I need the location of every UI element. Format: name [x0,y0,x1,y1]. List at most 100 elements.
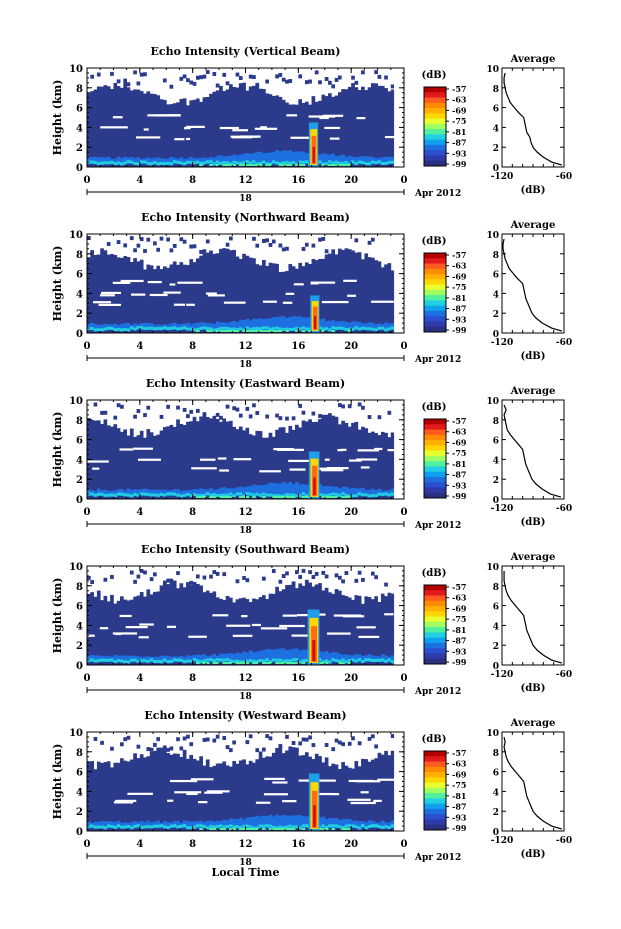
colorbar-unit: (dB) [422,734,447,745]
echo-cell [258,431,263,499]
bl-cyan [361,160,365,164]
echo-gap [119,448,134,451]
echo-cell [354,595,359,665]
echo-cell [374,758,378,831]
bl-green [199,164,203,167]
bl-cyan [387,493,392,497]
echo-patch [143,249,147,253]
colorbar-tick-label: -75 [452,282,466,292]
bl-cyan [275,826,279,830]
bl-cyan [162,825,167,829]
echo-cell [288,264,293,333]
echo-patch [361,405,365,410]
echo-cell [374,596,378,665]
bl-cyan [156,659,161,663]
echo-patch [301,568,306,573]
bl-blue [139,820,144,829]
bl-cyan [143,492,147,496]
bl-blue [120,157,124,165]
bl-blue [354,321,359,331]
echo-cell [96,590,101,665]
bl-cyan [169,162,174,166]
xtick-label: 12 [239,175,253,186]
echo-patch [361,577,365,582]
echo-patch [255,243,260,248]
echo-patch [232,406,236,411]
echo-cell [169,581,174,665]
echo-patch [314,571,319,576]
bl-cyan [166,492,170,496]
echo-patch [146,237,151,242]
bl-blue [228,818,233,829]
echo-cell [321,590,326,665]
bl-blue [238,653,243,663]
bl-cyan [205,658,210,662]
bl-cyan [255,492,260,496]
bl-green [232,330,236,333]
echo-cell [209,767,213,831]
echo-cell [222,248,227,333]
echo-cell [116,428,121,499]
bl-blue [301,816,306,829]
echo-cell [235,599,240,665]
bl-cyan [341,826,345,830]
echo-cell [328,253,332,333]
echo-patch [377,74,382,79]
colorbar-swatch [424,756,446,763]
panel-title: Echo Intensity (Southward Beam) [141,543,350,556]
echo-gap [119,614,132,618]
echo-cell [103,762,108,831]
echo-cell [285,432,289,499]
bl-blue [268,152,273,165]
echo-cell [219,248,223,333]
y-axis-label: Height (km) [51,246,64,322]
echo-patch [179,237,184,242]
colorbar-swatch [424,487,446,494]
bl-cyan [166,161,170,165]
bl-cyan [258,327,263,331]
bl-blue [291,315,296,331]
colorbar-frame [423,86,447,167]
bl-blue [374,324,378,331]
bl-blue [103,821,108,829]
bl-green [262,496,266,499]
echo-gap [143,128,149,131]
bl-blue [87,820,91,829]
bl-blue [219,653,223,663]
bl-cyan [219,161,223,165]
bl-cyan [331,326,336,330]
echo-patch [324,249,329,254]
echo-patch [87,575,91,580]
echo-patch [176,571,180,576]
bl-cyan [275,326,279,330]
echo-cell [106,601,111,665]
bl-blue [172,489,177,497]
bl-blue [271,151,276,165]
bl-blue [344,486,349,497]
echo-patch [156,737,161,742]
colorbar-tick-label: -81 [452,459,466,469]
echo-patch [304,579,309,584]
xtick-label: 12 [239,839,253,850]
bl-blue [337,155,342,165]
echo-gap [191,467,217,470]
bl-cyan [212,659,217,663]
colorbar-swatch [424,595,446,602]
echo-patch [288,79,293,83]
bl-cyan [288,161,293,165]
echo-cell [153,435,157,499]
echo-patch [357,741,362,746]
bl-cyan [387,826,392,830]
bl-cyan [153,493,157,497]
bl-blue [288,481,293,497]
ytick-label: 10 [69,230,83,241]
colorbar-swatch [424,803,446,810]
echo-patch [90,74,94,79]
bl-cyan [252,826,256,830]
echo-patch [166,578,170,583]
colorbar-swatch [424,777,446,784]
echo-patch [238,413,243,418]
bl-blue [126,488,131,497]
bl-cyan [222,658,227,662]
